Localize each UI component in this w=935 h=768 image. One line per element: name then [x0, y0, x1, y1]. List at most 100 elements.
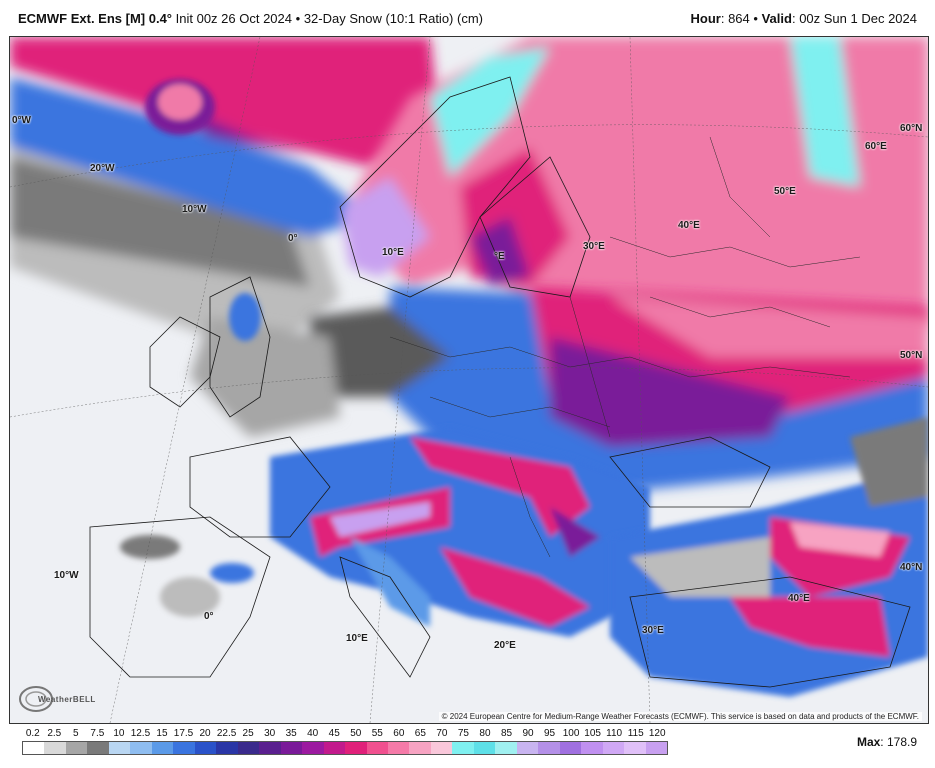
turkey-caucasus-snow-field: [610, 417, 928, 697]
legend-swatch: [538, 742, 560, 754]
legend-labels: 0.2 2.5 5 7.5 10 12.5 15 17.5 20 22.5 25 30 35 40 45 50…: [22, 728, 668, 740]
legend-swatch: [345, 742, 367, 754]
gridlabel-40e-low: 40°E: [788, 593, 810, 604]
gridlabel-50e: 50°E: [774, 186, 796, 197]
legend-tick-label: 0.2: [25, 728, 40, 739]
header-separator: •: [753, 11, 758, 26]
model-resolution: 0.4°: [148, 11, 173, 26]
legend-swatch: [44, 742, 66, 754]
legend-swatch: [108, 742, 131, 754]
legend-swatch: [216, 742, 238, 754]
copyright-notice: © 2024 European Centre for Medium-Range …: [438, 712, 922, 721]
color-legend: 0.2 2.5 5 7.5 10 12.5 15 17.5 20 22.5 25 30 35 40 45 50…: [22, 728, 668, 755]
gridlabel-0-low: 0°: [204, 611, 214, 622]
legend-swatch: [23, 742, 45, 754]
logo-swirl-icon: [19, 686, 53, 712]
legend-tick-label: 10: [113, 728, 125, 739]
gridlabel-30e-low: 30°E: [642, 625, 664, 636]
model-name: ECMWF Ext. Ens [M]: [18, 11, 146, 26]
max-value: 178.9: [886, 735, 917, 749]
gridlabel-30e: 30°E: [583, 241, 605, 252]
legend-tick-label: 15: [156, 728, 168, 739]
legend-swatch: [323, 742, 346, 754]
map-canvas: [10, 37, 928, 723]
legend-swatch: [516, 742, 539, 754]
legend-tick-label: 12.5: [130, 728, 151, 739]
legend-swatch: [430, 742, 453, 754]
legend-swatch: [624, 742, 646, 754]
legend-swatch: [259, 742, 281, 754]
valid-value: 00z Sun 1 Dec 2024: [799, 11, 917, 26]
product-name: 32-Day Snow (10:1 Ratio) (cm): [303, 11, 483, 26]
legend-swatch: [151, 742, 174, 754]
max-label: Max: [856, 735, 881, 749]
legend-tick-label: 45: [328, 728, 340, 739]
valid-label: Valid: [761, 11, 792, 26]
legend-swatch: [130, 742, 152, 754]
legend-tick-label: 50: [350, 728, 362, 739]
hour-value: 864: [728, 11, 750, 26]
gridlabel-20e-partial: °E: [494, 251, 505, 262]
legend-tick-label: 17.5: [173, 728, 194, 739]
valid-time-info: Hour: 864 • Valid: 00z Sun 1 Dec 2024: [690, 11, 918, 26]
legend-swatch: [602, 742, 625, 754]
gridlabel-0w: 0°W: [12, 115, 31, 126]
eastern-snow-field: [190, 287, 928, 497]
legend-swatch: [645, 742, 668, 754]
init-time: Init 00z 26 Oct 2024: [175, 11, 292, 26]
legend-tick-label: 5: [73, 728, 79, 739]
legend-swatch: [409, 742, 431, 754]
legend-swatch: [559, 742, 582, 754]
legend-swatch: [452, 742, 474, 754]
iberia-snow-field: [120, 79, 261, 617]
legend-tick-label: 85: [500, 728, 513, 739]
legend-tick-label: 35: [285, 728, 297, 739]
legend-swatch: [387, 742, 410, 754]
legend-tick-label: 70: [436, 728, 448, 739]
gridlabel-20w: 20°W: [90, 163, 115, 174]
gridlabel-0e: 0°: [288, 233, 298, 244]
legend-tick-label: 55: [371, 728, 383, 739]
legend-tick-label: 25: [242, 728, 254, 739]
legend-colorbar: [22, 741, 668, 755]
legend-tick-label: 30: [264, 728, 276, 739]
gridlabel-10e: 10°E: [382, 247, 404, 258]
legend-swatch: [581, 742, 603, 754]
legend-tick-label: 2.5: [47, 728, 62, 739]
legend-tick-label: 75: [457, 728, 469, 739]
legend-tick-label: 90: [522, 728, 534, 739]
max-value-box: Max: 178.9: [856, 735, 917, 749]
legend-tick-label: 40: [307, 728, 319, 739]
legend-swatch: [65, 742, 88, 754]
legend-tick-label: 95: [544, 728, 556, 739]
legend-tick-label: 110: [606, 728, 623, 739]
legend-swatch: [194, 742, 217, 754]
legend-tick-label: 65: [414, 728, 426, 739]
legend-swatch: [366, 742, 388, 754]
legend-swatch: [237, 742, 260, 754]
legend-tick-label: 80: [479, 728, 491, 739]
graticule: [10, 37, 928, 723]
logo-text: WeatherBELL: [38, 695, 96, 704]
weatherbell-logo: WeatherBELL: [16, 681, 96, 717]
coastlines: [89, 76, 911, 688]
legend-swatch: [87, 742, 109, 754]
legend-tick-label: 20: [199, 728, 211, 739]
header: ECMWF Ext. Ens [M] 0.4° Init 00z 26 Oct …: [0, 0, 935, 36]
alpine-snow-field: [270, 427, 650, 637]
legend-tick-label: 7.5: [90, 728, 105, 739]
hour-label: Hour: [690, 11, 721, 26]
gridlabel-40e: 40°E: [678, 220, 700, 231]
legend-swatch: [473, 742, 496, 754]
legend-swatch: [280, 742, 303, 754]
gridlabel-60e: 60°E: [865, 141, 887, 152]
northern-snow-field: [340, 37, 928, 327]
legend-tick-label: 120: [648, 728, 666, 739]
map-title: ECMWF Ext. Ens [M] 0.4° Init 00z 26 Oct …: [18, 11, 483, 26]
gridlabel-60n: 60°N: [900, 123, 923, 134]
legend-tick-label: 105: [584, 728, 601, 739]
country-borders: [389, 136, 861, 558]
snowfall-map[interactable]: 0°W 20°W 10°W 0° 10°E °E 30°E 40°E 50°E …: [9, 36, 929, 724]
legend-tick-label: 22.5: [216, 728, 237, 739]
legend-swatch: [302, 742, 324, 754]
